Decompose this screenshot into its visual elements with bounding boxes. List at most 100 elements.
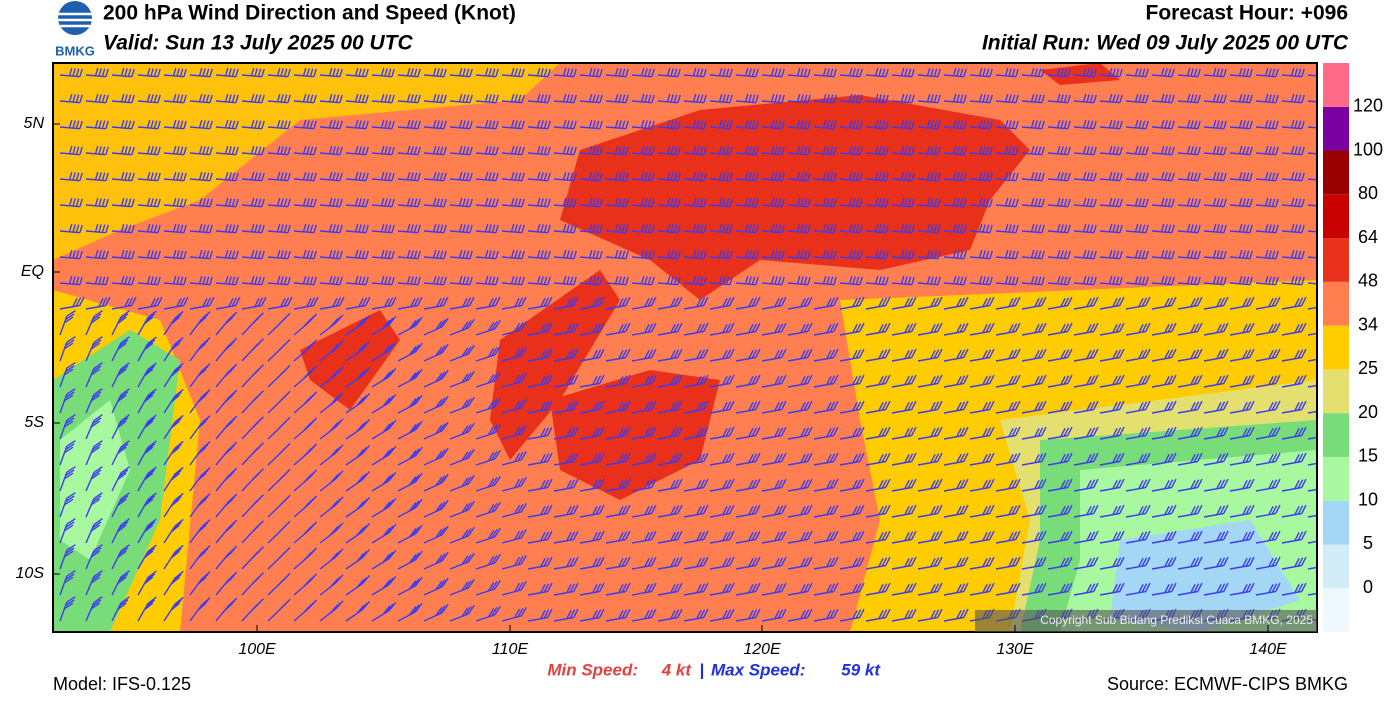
wind-barb	[163, 171, 187, 182]
wind-barb	[397, 394, 423, 414]
wind-barb	[215, 119, 239, 130]
wind-barb	[423, 93, 447, 104]
wind-barb	[631, 582, 657, 596]
wind-barb	[267, 119, 291, 130]
wind-barb	[683, 374, 709, 388]
wind-barb	[943, 556, 969, 570]
wind-barb	[293, 365, 318, 388]
wind-barb	[995, 582, 1021, 596]
wind-barb	[475, 423, 501, 440]
wind-barb	[995, 296, 1021, 310]
wind-barb	[761, 322, 787, 336]
logo-text: BMKG	[55, 43, 95, 58]
wind-barb	[631, 530, 657, 544]
wind-barb	[449, 171, 473, 182]
wind-barb	[735, 348, 761, 362]
wind-barb	[371, 601, 397, 622]
wind-barb	[85, 197, 109, 208]
wind-barb	[1255, 426, 1281, 440]
wind-barb	[85, 414, 103, 440]
color-box	[1323, 194, 1349, 239]
wind-barb	[397, 296, 423, 310]
wind-barb	[1099, 478, 1125, 492]
wind-barb	[761, 223, 785, 234]
wind-barb	[1151, 504, 1177, 518]
wind-barb	[735, 322, 761, 336]
wind-barb	[1099, 275, 1123, 286]
wind-barb	[137, 119, 161, 130]
wind-barb	[1047, 582, 1073, 596]
wind-barb	[267, 546, 291, 570]
initial-run: Initial Run: Wed 09 July 2025 00 UTC	[982, 32, 1349, 55]
wind-barb	[1125, 452, 1151, 466]
wind-barb	[293, 223, 317, 234]
wind-barb	[891, 223, 915, 234]
wind-barb	[891, 400, 917, 414]
wind-barb	[501, 119, 525, 130]
wind-barb	[423, 343, 449, 362]
wind-barb	[241, 468, 264, 492]
wind-barb	[761, 582, 787, 596]
wind-barb	[1281, 93, 1305, 104]
wind-barb	[319, 197, 343, 208]
wind-barb	[189, 197, 213, 208]
wind-barb	[527, 504, 553, 518]
wind-barb	[1281, 374, 1307, 388]
wind-barb	[527, 400, 553, 414]
wind-barb	[501, 503, 527, 518]
wind-barb	[1229, 93, 1253, 104]
wind-barb	[319, 249, 343, 260]
wind-barb	[1073, 426, 1099, 440]
wind-barb	[813, 504, 839, 518]
wind-barb	[709, 608, 735, 622]
wind-barb	[1099, 296, 1125, 310]
wind-barb	[1203, 374, 1229, 388]
wind-barb	[813, 478, 839, 492]
level-label: 0	[1363, 577, 1373, 597]
wind-barb	[527, 67, 551, 78]
wind-barb	[163, 67, 187, 78]
wind-barb	[241, 598, 264, 622]
wind-barb	[631, 119, 655, 130]
wind-barb	[189, 93, 213, 104]
wind-barb	[1073, 400, 1099, 414]
wind-barb	[449, 119, 473, 130]
wind-barb	[527, 426, 553, 440]
copyright-box	[975, 610, 1317, 632]
wind-barb	[735, 67, 759, 78]
wind-barb	[735, 530, 761, 544]
wind-barb	[1281, 67, 1305, 78]
wind-barb	[189, 467, 211, 492]
wind-barb	[969, 223, 993, 234]
wind-barb	[1099, 171, 1123, 182]
lon-label: 140E	[1249, 641, 1287, 658]
wind-barb	[345, 119, 369, 130]
wind-barb	[527, 296, 553, 310]
wind-barb	[839, 400, 865, 414]
wind-barb	[1151, 197, 1175, 208]
wind-barb	[137, 310, 157, 336]
wind-barb	[1073, 67, 1097, 78]
wind-barb	[163, 249, 187, 260]
wind-barb	[345, 418, 371, 440]
wind-barb	[735, 119, 759, 130]
wind-barb	[761, 608, 787, 622]
wind-barb	[709, 530, 735, 544]
wind-barb	[839, 145, 863, 156]
wind-barb	[423, 395, 449, 414]
wind-barb	[241, 416, 264, 440]
wind-barb	[1021, 249, 1045, 260]
wind-barb	[839, 478, 865, 492]
wind-barb	[1125, 67, 1149, 78]
wind-barb	[1125, 197, 1149, 208]
max-speed-label: Max Speed:	[711, 660, 805, 679]
wind-barb	[423, 249, 447, 260]
wind-barb	[1203, 322, 1229, 336]
wind-barb	[215, 571, 238, 596]
wind-barb	[1047, 171, 1071, 182]
wind-barb	[891, 478, 917, 492]
wind-barb	[553, 322, 579, 336]
wind-barb	[1021, 67, 1045, 78]
wind-barb	[1073, 478, 1099, 492]
wind-barb	[241, 67, 265, 78]
